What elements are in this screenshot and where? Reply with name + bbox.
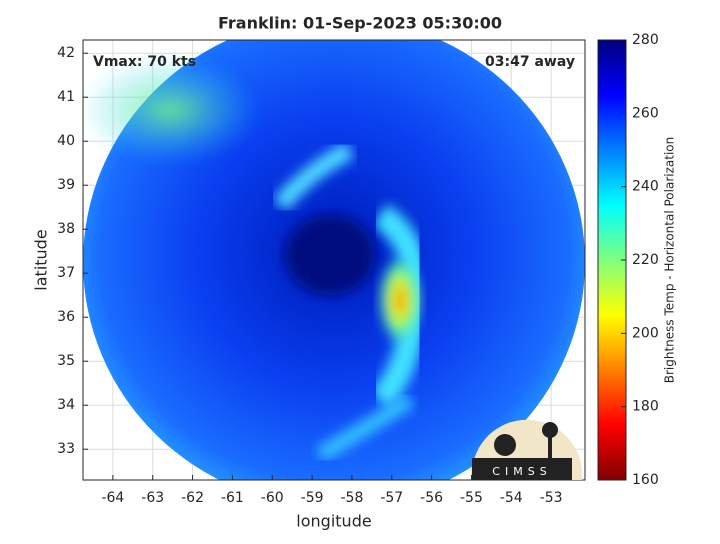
y-tick-label: 41: [57, 89, 75, 105]
x-tick-label: -60: [261, 490, 284, 506]
y-tick-label: 42: [57, 45, 75, 61]
y-tick-label: 35: [57, 353, 75, 369]
x-tick-label: -57: [380, 490, 403, 506]
x-tick-label: -63: [141, 490, 164, 506]
colorbar-tick-label: 180: [632, 399, 659, 415]
x-tick-label: -61: [221, 490, 244, 506]
y-tick-label: 40: [57, 133, 75, 149]
y-tick-label: 38: [57, 221, 75, 237]
colorbar-tick-label: 200: [632, 325, 659, 341]
x-tick-label: -62: [181, 490, 204, 506]
colorbar-tick-label: 280: [632, 32, 659, 48]
annotation: 03:47 away: [485, 54, 575, 70]
chart-title: Franklin: 01-Sep-2023 05:30:00: [218, 14, 502, 33]
colorbar-tick-label: 220: [632, 252, 659, 268]
y-tick-label: 33: [57, 441, 75, 457]
y-tick-label: 39: [57, 177, 75, 193]
x-axis-label: longitude: [296, 512, 371, 531]
annotation: Vmax: 70 kts: [93, 54, 196, 70]
y-tick-label: 36: [57, 309, 75, 325]
x-tick-label: -64: [101, 490, 124, 506]
x-tick-label: -55: [460, 490, 483, 506]
y-tick-label: 34: [57, 397, 75, 413]
x-tick-label: -54: [500, 490, 523, 506]
x-tick-label: -59: [301, 490, 324, 506]
colorbar-tick-label: 240: [632, 179, 659, 195]
satellite-image: [83, 40, 585, 480]
colorbar-tick-label: 260: [632, 105, 659, 121]
colorbar-tick-label: 160: [632, 472, 659, 488]
x-tick-label: -56: [420, 490, 443, 506]
logo-text: CIMSS: [492, 465, 551, 478]
plot-frame: [82, 39, 586, 481]
y-tick-label: 37: [57, 265, 75, 281]
x-tick-label: -58: [340, 490, 363, 506]
x-tick-label: -53: [540, 490, 563, 506]
colorbar-label: Brightness Temp - Horizontal Polarizatio…: [663, 137, 677, 384]
y-axis-label: latitude: [32, 229, 51, 290]
logo: CIMSS: [471, 419, 582, 480]
